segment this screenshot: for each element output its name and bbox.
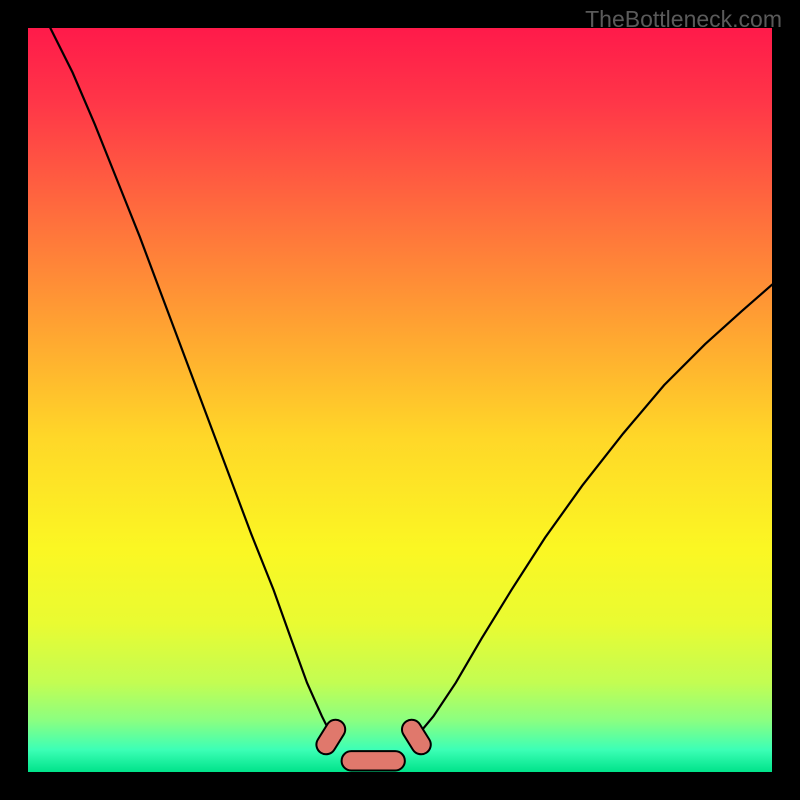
link-segment <box>342 751 405 770</box>
gradient-background <box>28 28 772 772</box>
watermark-text: TheBottleneck.com <box>585 6 782 33</box>
plot-area <box>28 28 772 772</box>
chart-svg <box>28 28 772 772</box>
outer-frame: TheBottleneck.com <box>0 0 800 800</box>
